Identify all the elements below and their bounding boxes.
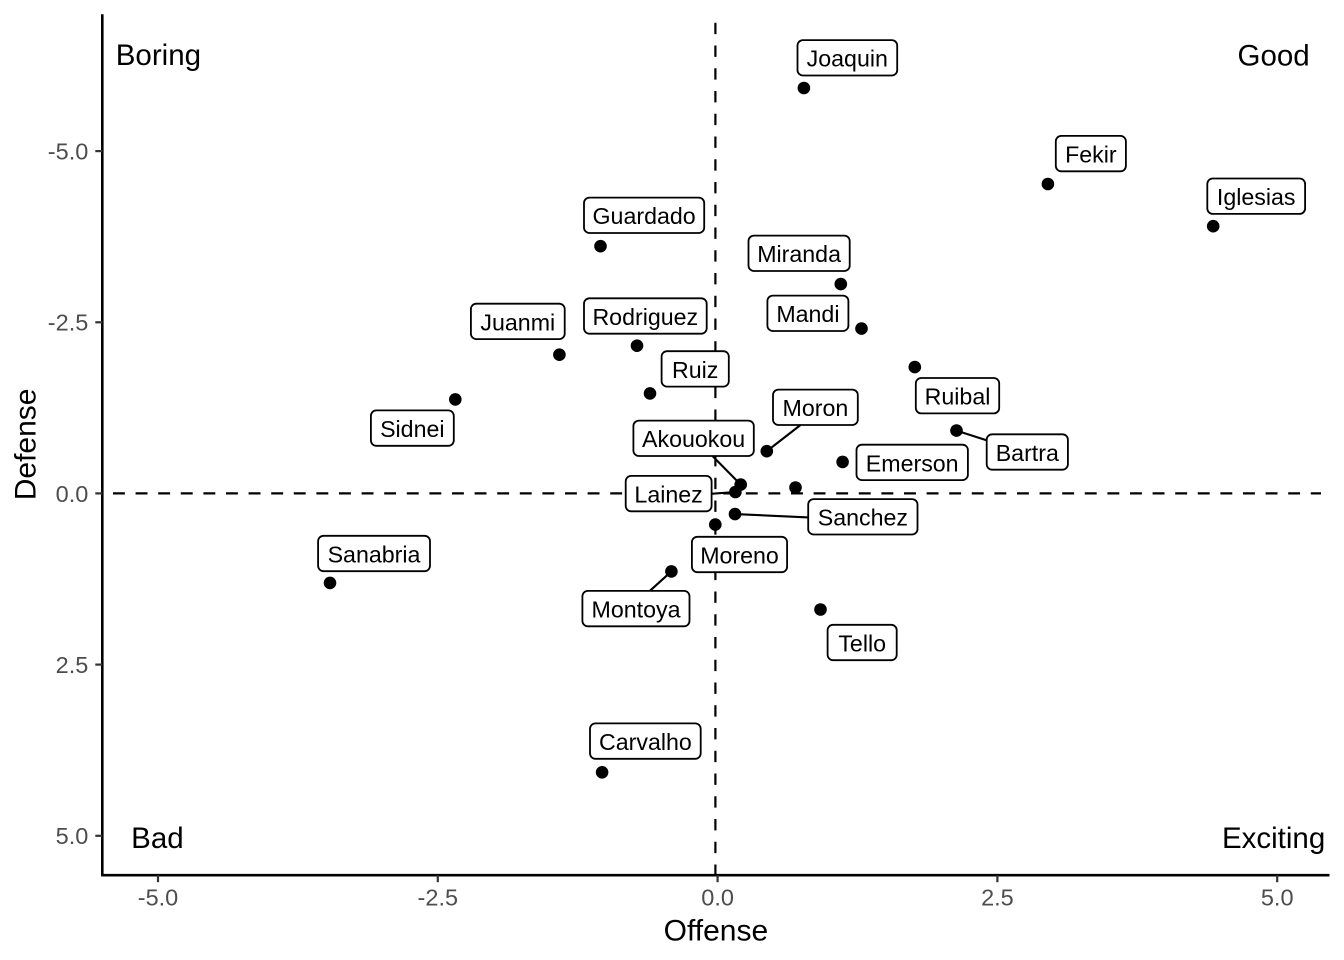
svg-text:-2.5: -2.5 (418, 885, 459, 911)
svg-text:Rodriguez: Rodriguez (592, 304, 698, 330)
svg-text:-5.0: -5.0 (138, 885, 179, 911)
svg-text:Boring: Boring (116, 39, 201, 72)
svg-text:0.0: 0.0 (701, 885, 734, 911)
svg-text:Bad: Bad (131, 822, 184, 855)
svg-text:Guardado: Guardado (593, 203, 696, 229)
svg-text:Sidnei: Sidnei (380, 416, 444, 442)
svg-text:Fekir: Fekir (1065, 142, 1117, 168)
svg-text:Bartra: Bartra (996, 440, 1059, 466)
svg-text:Carvalho: Carvalho (599, 729, 692, 755)
svg-text:5.0: 5.0 (1261, 885, 1294, 911)
svg-text:-2.5: -2.5 (48, 310, 89, 336)
svg-text:2.5: 2.5 (981, 885, 1014, 911)
svg-text:Good: Good (1238, 39, 1310, 72)
svg-text:Tello: Tello (838, 630, 886, 656)
svg-text:Defense: Defense (9, 389, 42, 501)
svg-text:Joaquin: Joaquin (807, 46, 888, 72)
svg-text:Exciting: Exciting (1222, 822, 1325, 855)
svg-text:Mandi: Mandi (776, 301, 839, 327)
svg-text:Sanabria: Sanabria (328, 541, 421, 567)
svg-text:5.0: 5.0 (56, 823, 89, 849)
svg-text:Juanmi: Juanmi (480, 309, 555, 335)
svg-text:Emerson: Emerson (866, 450, 959, 476)
svg-text:Ruiz: Ruiz (672, 357, 718, 383)
svg-text:Lainez: Lainez (634, 482, 702, 508)
svg-text:Moreno: Moreno (700, 542, 779, 568)
svg-text:Miranda: Miranda (757, 241, 841, 267)
svg-text:Iglesias: Iglesias (1217, 184, 1296, 210)
svg-text:2.5: 2.5 (56, 652, 89, 678)
svg-text:Montoya: Montoya (592, 597, 681, 623)
svg-text:Offense: Offense (664, 915, 769, 948)
svg-text:0.0: 0.0 (56, 481, 89, 507)
svg-text:Sanchez: Sanchez (818, 505, 908, 531)
svg-text:Ruibal: Ruibal (925, 384, 991, 410)
svg-text:Moron: Moron (783, 395, 849, 421)
svg-text:-5.0: -5.0 (48, 139, 89, 165)
svg-text:Akouokou: Akouokou (642, 426, 745, 452)
